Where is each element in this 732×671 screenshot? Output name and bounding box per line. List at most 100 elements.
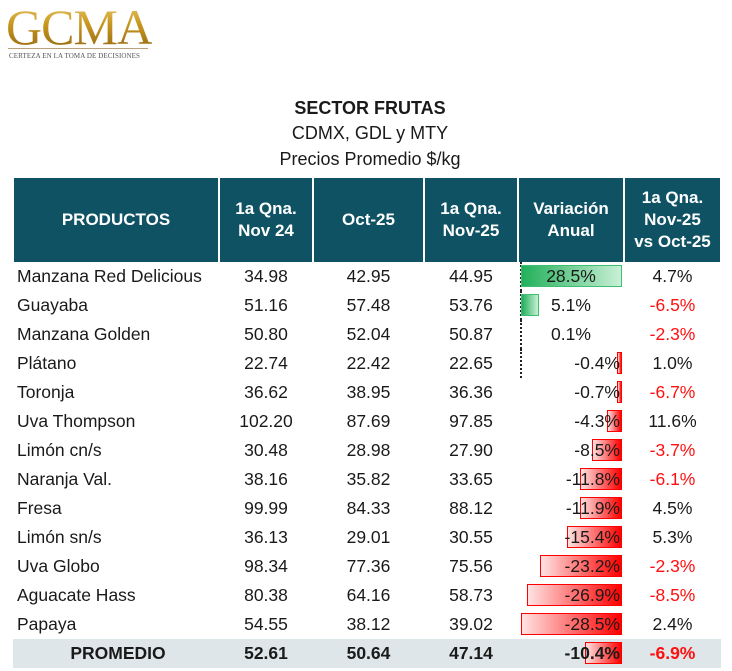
price-nov25: 88.12: [449, 498, 493, 518]
product-name: Uva Globo: [17, 556, 100, 576]
table-row: Guayaba 51.16 57.48 53.76 5.1% -6.5%: [13, 291, 721, 320]
price-nov25: 36.36: [449, 382, 493, 402]
header-label-line: Nov-25: [442, 221, 500, 240]
price-oct25: 77.36: [346, 556, 391, 576]
positive-databar: [521, 294, 540, 316]
product-name: Fresa: [17, 498, 62, 518]
logo-wordmark: GCMA: [6, 0, 153, 55]
price-nov25: 44.95: [449, 266, 493, 286]
table-header-row: PRODUCTOS 1a Qna. Nov 24 Oct-25 1a Qna. Nov-2…: [12, 178, 722, 262]
price-nov24: 38.16: [244, 469, 288, 489]
price-nov24: 30.48: [244, 440, 288, 460]
table-row: Limón cn/s 30.48 28.98 27.90 -8.5% -3.7%: [13, 436, 721, 465]
annual-variation-cell: 5.1%: [518, 291, 624, 320]
header-variacion-anual: Variación Anual: [517, 178, 625, 262]
price-nov24: 50.80: [244, 324, 288, 344]
logo-divider: [8, 48, 148, 49]
negative-databar: [617, 352, 622, 374]
header-productos: PRODUCTOS: [12, 178, 220, 262]
negative-databar: [567, 526, 622, 548]
table-row: Aguacate Hass 80.38 64.16 58.73 -26.9% -8.5%: [13, 581, 721, 610]
monthly-variation-value: 5.3%: [652, 527, 693, 547]
price-nov24: 99.99: [244, 498, 288, 518]
annual-variation-value: -15.4%: [564, 527, 620, 547]
positive-databar: [521, 265, 622, 287]
monthly-variation-value: -6.7%: [649, 382, 696, 402]
price-unit-subtitle: Precios Promedio $/kg: [279, 149, 461, 169]
product-name: Plátano: [17, 353, 77, 373]
annual-variation-value: -0.4%: [574, 353, 620, 373]
annual-variation-cell: -26.9%: [518, 581, 624, 610]
monthly-variation-value: -6.1%: [649, 469, 696, 489]
price-nov24: 51.16: [244, 295, 288, 315]
header-label-line: 1a Qna.: [641, 188, 704, 207]
product-name: Papaya: [17, 614, 77, 634]
price-nov25: 22.65: [449, 353, 493, 373]
annual-variation-value: -4.3%: [574, 411, 620, 431]
price-oct25: 28.98: [346, 440, 391, 460]
monthly-variation-value: -2.3%: [649, 324, 696, 344]
monthly-variation-value: -6.5%: [649, 295, 696, 315]
negative-databar: [579, 497, 622, 519]
table-row: Toronja 36.62 38.95 36.36 -0.7% -6.7%: [13, 378, 721, 407]
negative-databar: [585, 642, 622, 664]
gcma-logo: GCMA CERTEZA EN LA TOMA DE DECISIONES: [6, 0, 166, 62]
annual-variation-cell: -11.9%: [518, 494, 624, 523]
price-nov25: 33.65: [449, 469, 493, 489]
product-name: Limón cn/s: [17, 440, 102, 460]
annual-variation-cell: -28.5%: [518, 610, 624, 639]
product-name: PROMEDIO: [13, 639, 219, 668]
monthly-variation-value: -6.9%: [624, 639, 721, 668]
cities-subtitle: CDMX, GDL y MTY: [291, 123, 449, 143]
price-oct25: 38.12: [346, 614, 391, 634]
table-row: Limón sn/s 36.13 29.01 30.55 -15.4% 5.3%: [13, 523, 721, 552]
annual-variation-cell: 28.5%: [518, 262, 624, 291]
fruit-prices-table: PRODUCTOS 1a Qna. Nov 24 Oct-25 1a Qna. Nov-2…: [12, 178, 722, 668]
annual-variation-value: -8.5%: [574, 440, 620, 460]
price-nov24: 52.61: [219, 639, 313, 668]
header-label-line: vs Oct-25: [634, 232, 711, 251]
annual-variation-value: 28.5%: [546, 266, 596, 286]
product-name: Limón sn/s: [17, 527, 102, 547]
header-oct25: Oct-25: [312, 178, 425, 262]
price-nov24: 34.98: [244, 266, 288, 286]
header-label-line: Nov 24: [238, 221, 294, 240]
monthly-variation-value: 2.4%: [652, 614, 693, 634]
negative-databar: [539, 555, 622, 577]
price-nov24: 22.74: [244, 353, 288, 373]
monthly-variation-value: 1.0%: [652, 353, 693, 373]
monthly-variation-value: -3.7%: [649, 440, 696, 460]
annual-variation-value: -26.9%: [564, 585, 620, 605]
databar-axis: [520, 320, 522, 349]
product-name: Naranja Val.: [17, 469, 113, 489]
monthly-variation-value: -2.3%: [649, 556, 696, 576]
product-name: Aguacate Hass: [17, 585, 136, 605]
product-name: Guayaba: [17, 295, 89, 315]
price-nov25: 97.85: [449, 411, 493, 431]
price-nov24: 36.62: [244, 382, 288, 402]
price-nov25: 39.02: [449, 614, 493, 634]
annual-variation-value: -28.5%: [564, 614, 620, 634]
price-oct25: 35.82: [346, 469, 391, 489]
annual-variation-cell: -23.2%: [518, 552, 624, 581]
annual-variation-cell: -15.4%: [518, 523, 624, 552]
header-label-line: Variación: [533, 199, 609, 218]
price-nov24: 102.20: [239, 411, 293, 431]
annual-variation-value: -10.4%: [564, 643, 620, 663]
price-nov25: 58.73: [449, 585, 493, 605]
annual-variation-cell: -11.8%: [518, 465, 624, 494]
price-oct25: 42.95: [346, 266, 391, 286]
negative-databar: [521, 613, 622, 635]
header-label-line: PRODUCTOS: [61, 210, 171, 229]
monthly-variation-value: -8.5%: [649, 585, 696, 605]
price-oct25: 22.42: [346, 353, 391, 373]
table-row: Naranja Val. 38.16 35.82 33.65 -11.8% -6.1%: [13, 465, 721, 494]
price-nov24: 54.55: [244, 614, 288, 634]
annual-variation-cell: -0.4%: [518, 349, 624, 378]
negative-databar: [617, 381, 622, 403]
price-nov25: 75.56: [449, 556, 493, 576]
header-nov25: 1a Qna. Nov-25: [423, 178, 519, 262]
price-nov25: 53.76: [449, 295, 493, 315]
average-row: PROMEDIO 52.61 50.64 47.14 -10.4% -6.9%: [13, 639, 721, 668]
annual-variation-value: -11.9%: [565, 498, 620, 518]
